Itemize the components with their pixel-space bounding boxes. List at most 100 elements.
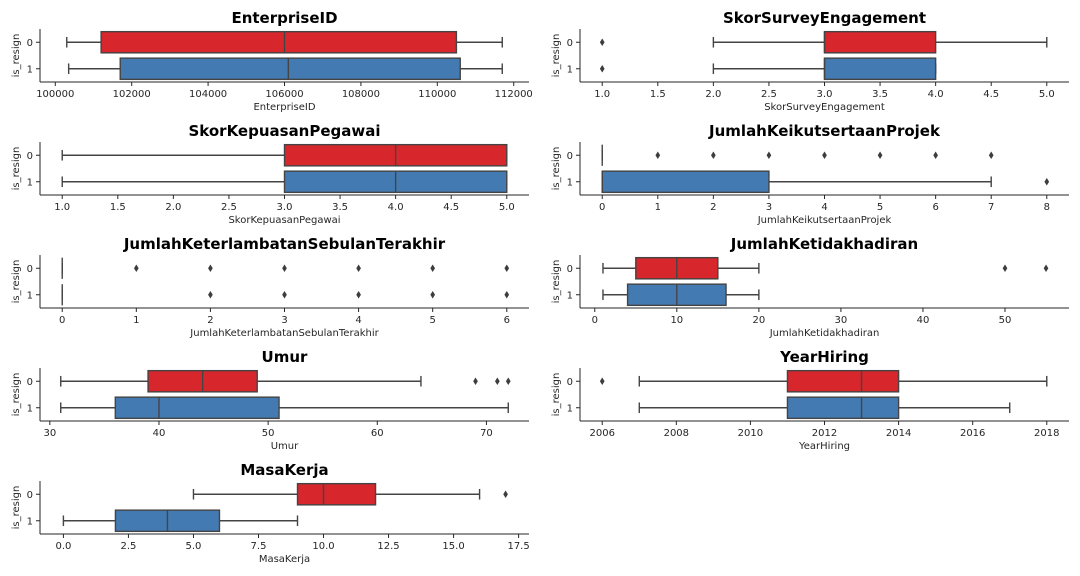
x-tick-label: 6 — [932, 202, 938, 213]
x-tick-label: 104000 — [189, 89, 227, 100]
x-tick-label: 2018 — [1034, 428, 1059, 439]
box-series-0 — [601, 144, 994, 166]
outlier-point — [282, 264, 287, 273]
outlier-point — [504, 290, 510, 299]
chart-title: JumlahKeikutsertaanProjek — [708, 122, 941, 140]
iqr-box — [119, 57, 461, 81]
x-tick-label: 110000 — [418, 89, 456, 100]
x-tick-label: 1.5 — [650, 89, 666, 100]
chart-panel: EnterpriseID 100000 102000 104000 106000 1080… — [11, 9, 533, 113]
x-tick-label: 17.5 — [507, 541, 529, 552]
chart-title: JumlahKeterlambatanSebulanTerakhir — [123, 235, 446, 253]
chart-panel: JumlahKeikutsertaanProjek 0 1 2 3 4 5 6 7 8 0 1 Juml… — [551, 122, 1069, 226]
x-tick-label: 106000 — [265, 89, 303, 100]
chart-title: MasaKerja — [240, 461, 328, 479]
x-axis-label: SkorSurveyEngagement — [764, 102, 885, 113]
box-series-0 — [66, 30, 503, 54]
y-tick-label: 1 — [567, 403, 573, 414]
x-tick-label: 100000 — [36, 89, 74, 100]
iqr-box — [100, 30, 458, 54]
x-tick-label: 5.0 — [1039, 89, 1055, 100]
y-tick-label: 0 — [27, 38, 33, 49]
x-tick-label: 70 — [480, 428, 493, 439]
x-tick-label: 3 — [766, 202, 772, 213]
y-axis-label: is_resign — [551, 147, 562, 191]
y-tick-label: 1 — [567, 290, 573, 301]
outlier-point — [711, 151, 716, 160]
x-tick-label: 2.5 — [120, 541, 136, 552]
x-tick-label: 102000 — [113, 89, 151, 100]
x-tick-label: 112000 — [495, 89, 533, 100]
iqr-box — [114, 396, 280, 420]
chart-panel: Umur 30 40 50 60 70 0 1 Umur is_resign — [11, 348, 529, 452]
x-tick-label: 5.0 — [186, 541, 202, 552]
x-tick-label: 0 — [59, 315, 65, 326]
x-tick-label: 1 — [655, 202, 661, 213]
x-axis-label: JumlahKeterlambatanSebulanTerakhir — [189, 328, 379, 339]
x-tick-label: 2016 — [960, 428, 985, 439]
x-tick-label: 0 — [592, 315, 598, 326]
outlier-point — [766, 151, 772, 160]
box-series-1 — [67, 57, 503, 81]
box-series-1 — [599, 57, 937, 81]
outlier-point — [599, 38, 605, 47]
y-axis-label: is_resign — [551, 34, 562, 78]
x-tick-label: 108000 — [342, 89, 380, 100]
box-series-0 — [60, 369, 511, 393]
box-series-1 — [638, 396, 1011, 420]
outlier-point — [133, 264, 139, 273]
box-series-0 — [61, 257, 510, 279]
iqr-box — [823, 57, 937, 81]
outlier-point — [655, 151, 661, 160]
x-tick-label: 0 — [599, 202, 605, 213]
x-tick-label: 5.0 — [499, 202, 515, 213]
chart-title: JumlahKetidakhadiran — [730, 235, 918, 253]
outlier-point — [1044, 177, 1050, 186]
chart-title: SkorKepuasanPegawai — [188, 122, 380, 140]
iqr-box — [601, 170, 770, 194]
y-tick-label: 1 — [27, 177, 33, 188]
x-tick-label: 3 — [281, 315, 287, 326]
x-tick-label: 10 — [670, 315, 683, 326]
x-tick-label: 50 — [999, 315, 1012, 326]
x-tick-label: 3.5 — [332, 202, 348, 213]
box-series-0 — [599, 30, 1048, 54]
chart-title: YearHiring — [779, 348, 869, 366]
x-tick-label: 7 — [988, 202, 994, 213]
outlier-point — [430, 290, 436, 299]
y-tick-label: 0 — [567, 264, 573, 275]
outlier-point — [505, 377, 511, 386]
box-series-0 — [602, 256, 1049, 280]
outlier-point — [430, 264, 436, 273]
chart-panel: MasaKerja 0.0 2.5 5.0 7.5 10.0 12.5 15.0 17.5 0 1 M… — [11, 461, 530, 565]
box-series-1 — [602, 283, 760, 307]
outlier-point — [356, 290, 361, 299]
chart-panel: JumlahKeterlambatanSebulanTerakhir 0 1 2 3 4 5… — [11, 235, 529, 339]
outlier-point — [503, 490, 508, 499]
y-tick-label: 1 — [567, 64, 573, 75]
x-tick-label: 8 — [1044, 202, 1050, 213]
x-axis-label: JumlahKetidakhadiran — [769, 328, 880, 339]
outlier-point — [822, 151, 827, 160]
chart-title: SkorSurveyEngagement — [723, 9, 926, 27]
chart-panel: JumlahKetidakhadiran 0 10 20 30 40 50 0 1 JumlahK… — [551, 235, 1069, 339]
x-axis-label: JumlahKeikutsertaanProjek — [757, 215, 892, 226]
x-tick-label: 20 — [752, 315, 765, 326]
outlier-point — [504, 264, 510, 273]
outlier-point — [208, 290, 213, 299]
x-axis-label: SkorKepuasanPegawai — [228, 215, 340, 226]
iqr-box — [823, 30, 937, 54]
x-tick-label: 1 — [133, 315, 139, 326]
x-tick-label: 5 — [429, 315, 435, 326]
y-tick-label: 0 — [567, 151, 573, 162]
y-axis-label: is_resign — [11, 373, 22, 417]
y-axis-label: is_resign — [11, 147, 22, 191]
x-tick-label: 15.0 — [442, 541, 464, 552]
x-tick-label: 4 — [355, 315, 361, 326]
x-tick-label: 2014 — [886, 428, 911, 439]
outlier-point — [877, 151, 883, 160]
x-axis-label: Umur — [271, 441, 299, 452]
x-tick-label: 4 — [821, 202, 827, 213]
outlier-point — [933, 151, 938, 160]
